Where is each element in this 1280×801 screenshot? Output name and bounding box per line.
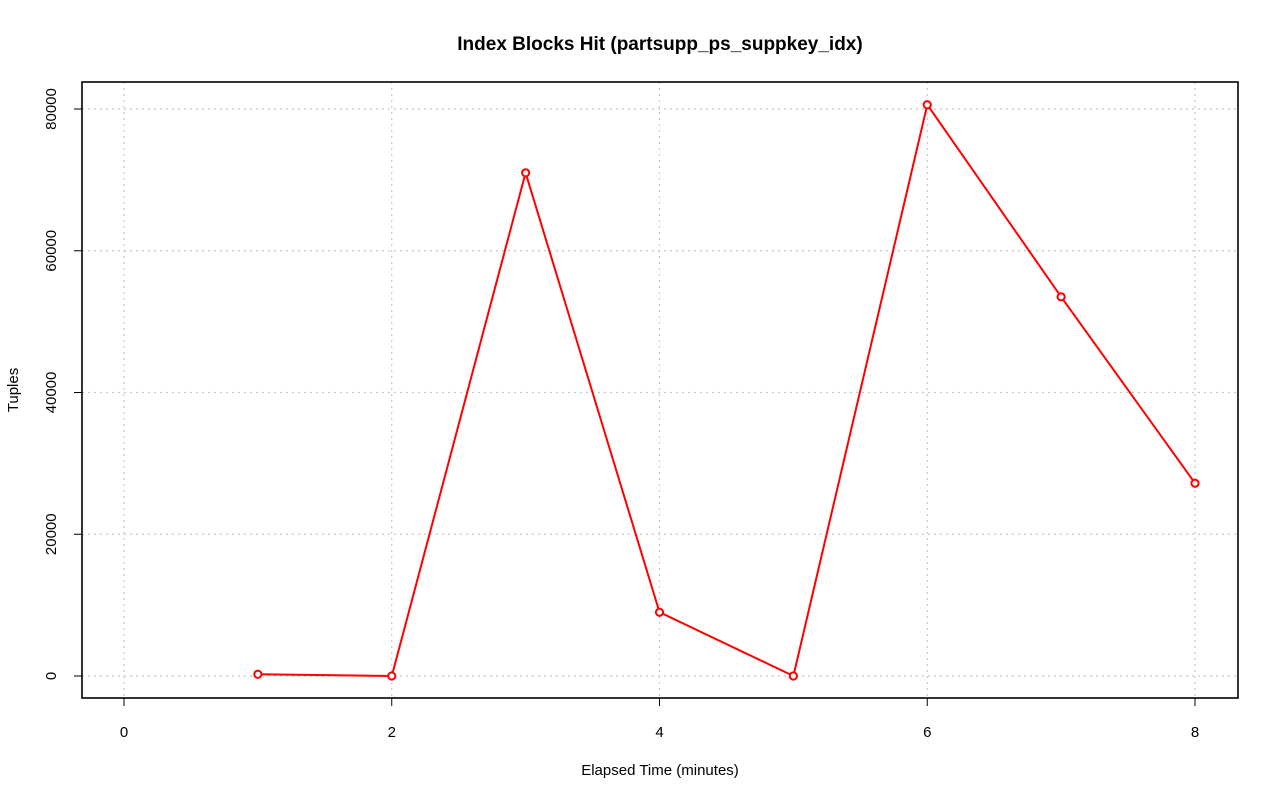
y-tick-label: 20000 [43,513,60,555]
y-tick-label: 80000 [43,88,60,130]
x-axis-label: Elapsed Time (minutes) [581,762,739,779]
x-tick-label: 8 [1191,724,1199,741]
y-tick-label: 60000 [43,230,60,272]
x-tick-label: 4 [655,724,663,741]
x-tick-label: 6 [923,724,931,741]
data-point [788,671,798,681]
y-tick-label: 40000 [43,372,60,414]
chart-title: Index Blocks Hit (partsupp_ps_suppkey_id… [457,34,862,55]
y-axis-label: Tuples [5,368,22,412]
x-tick-label: 2 [388,724,396,741]
series-layer [253,100,1200,681]
x-axis: 0 2 4 6 8 [120,698,1199,741]
y-tick-label: 0 [43,672,60,680]
data-point [654,607,665,617]
x-tick-label: 0 [120,724,128,741]
data-point [1056,292,1066,302]
data-point [253,669,263,679]
series-line [257,102,1196,678]
y-axis: 0 20000 40000 60000 80000 [43,88,82,680]
data-point [922,100,932,110]
data-point [1190,478,1200,488]
grid [82,82,1238,698]
data-point [521,168,531,178]
data-point [387,671,397,681]
